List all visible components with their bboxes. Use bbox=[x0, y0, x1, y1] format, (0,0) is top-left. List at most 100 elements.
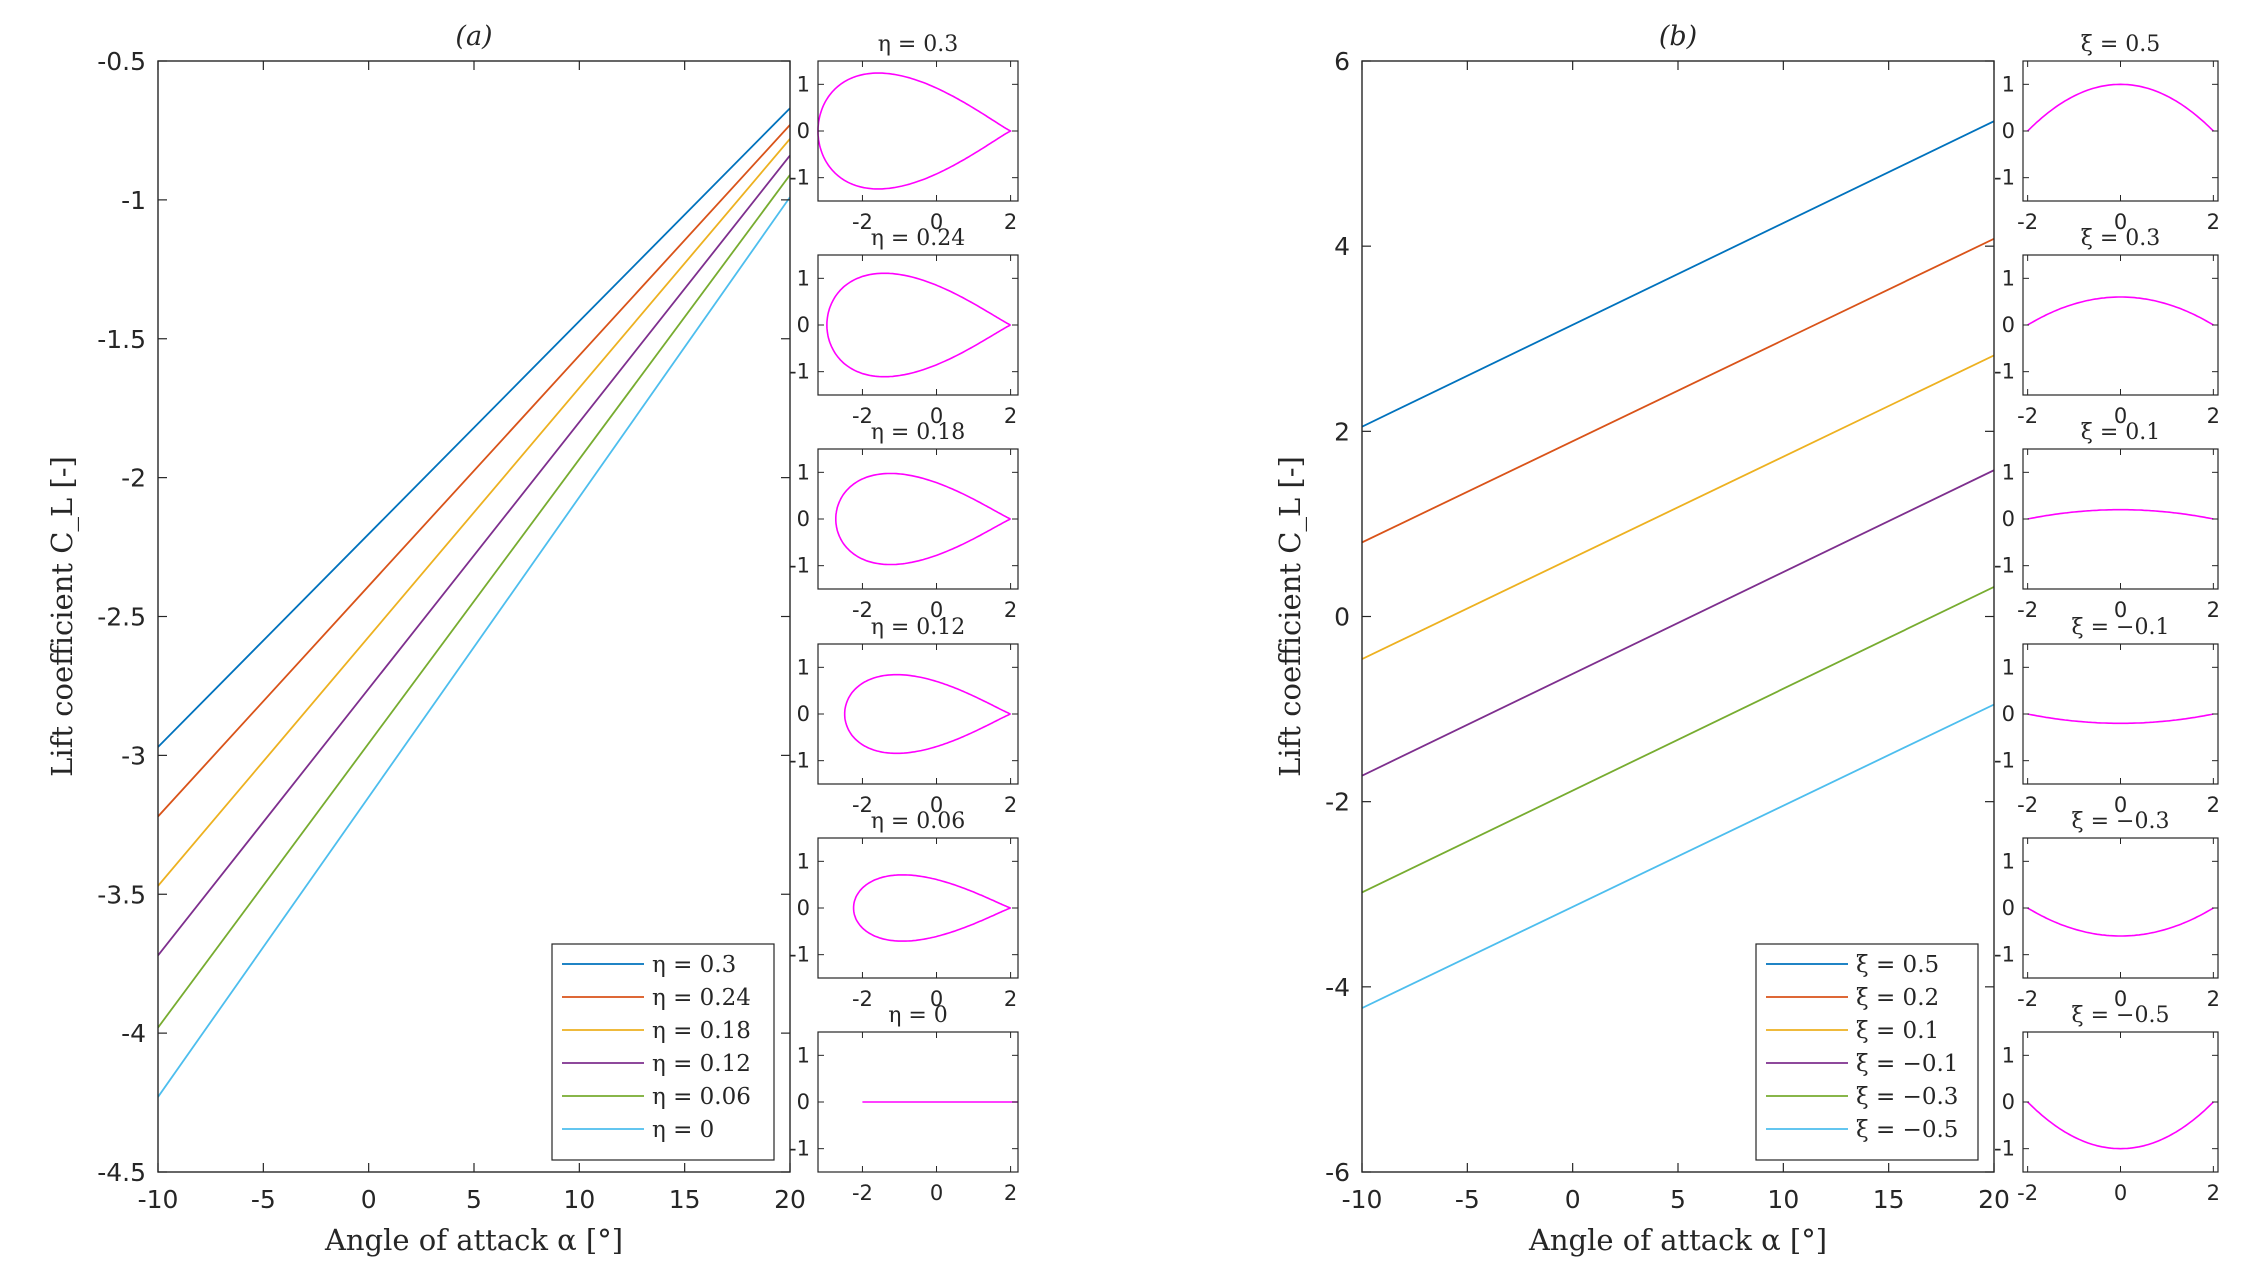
inset-panel-right-3: -2 0 2 1 0 -1 ξ = −0.1 bbox=[1994, 615, 2220, 817]
series-line-1 bbox=[158, 124, 790, 818]
x-tick-label: 20 bbox=[774, 1185, 806, 1214]
airfoil-curve bbox=[2027, 296, 2214, 326]
y-tick-label: -3 bbox=[121, 741, 146, 770]
inset-x-tick-label: 2 bbox=[2207, 793, 2220, 817]
series-group bbox=[1362, 120, 1994, 1009]
inset-panel-right-5: -2 0 2 1 0 -1 ξ = −0.5 bbox=[1994, 1003, 2220, 1205]
inset-x-tick-label: -2 bbox=[2017, 793, 2038, 817]
inset-y-tick-label: -1 bbox=[1994, 1137, 2015, 1161]
inset-y-tick-label: 0 bbox=[797, 507, 810, 531]
inset-y-tick-label: -1 bbox=[1994, 554, 2015, 578]
inset-y-tick-label: 0 bbox=[2002, 702, 2015, 726]
airfoil-curve bbox=[2027, 508, 2214, 520]
inset-panel-right-4: -2 0 2 1 0 -1 ξ = −0.3 bbox=[1994, 809, 2220, 1011]
inset-x-tick-label: 0 bbox=[930, 210, 943, 234]
inset-x-tick-label: 2 bbox=[2207, 404, 2220, 428]
chart-title: (b) bbox=[1659, 21, 1697, 52]
inset-panel-right-1: -2 0 2 1 0 -1 ξ = 0.3 bbox=[1994, 226, 2220, 428]
inset-axes-box bbox=[2022, 643, 2219, 785]
series-group bbox=[158, 107, 790, 1098]
inset-y-tick-label: 0 bbox=[797, 119, 810, 143]
series-line-2 bbox=[1362, 354, 1994, 660]
inset-y-tick-label: 1 bbox=[797, 460, 810, 484]
inset-x-tick-label: 2 bbox=[1004, 210, 1017, 234]
y-tick-label: 2 bbox=[1334, 417, 1350, 446]
inset-y-tick-label: 1 bbox=[2002, 655, 2015, 679]
y-tick-label: -1.5 bbox=[97, 325, 146, 354]
series-line-5 bbox=[158, 196, 790, 1098]
series-line-2 bbox=[158, 138, 790, 887]
inset-x-tick-label: 0 bbox=[930, 987, 943, 1011]
inset-x-tick-label: 0 bbox=[2114, 210, 2127, 234]
inset-x-tick-label: 0 bbox=[2114, 987, 2127, 1011]
inset-panel-left-4: -2 0 2 1 0 -1 η = 0.06 bbox=[789, 809, 1019, 1011]
x-tick-label: 20 bbox=[1978, 1185, 2010, 1214]
inset-x-tick-label: -2 bbox=[2017, 210, 2038, 234]
legend-box bbox=[551, 943, 775, 1161]
airfoil-curve bbox=[852, 874, 1012, 942]
inset-x-tick-label: -2 bbox=[852, 598, 873, 622]
inset-y-tick-label: 0 bbox=[2002, 313, 2015, 337]
legend-entry-5: ξ = −0.5 bbox=[1856, 1117, 1958, 1143]
inset-y-tick-label: 0 bbox=[797, 313, 810, 337]
inset-x-tick-label: -2 bbox=[852, 793, 873, 817]
inset-y-tick-label: 1 bbox=[797, 266, 810, 290]
inset-y-tick-label: 0 bbox=[2002, 896, 2015, 920]
legend-entry-4: ξ = −0.3 bbox=[1856, 1084, 1958, 1110]
inset-x-tick-label: 0 bbox=[930, 404, 943, 428]
inset-x-tick-label: 2 bbox=[2207, 1181, 2220, 1205]
x-tick-label: 5 bbox=[466, 1185, 482, 1214]
y-tick-label: -3.5 bbox=[97, 880, 146, 909]
inset-axes-box bbox=[817, 448, 1019, 590]
inset-x-tick-label: 2 bbox=[1004, 404, 1017, 428]
legend-entry-2: ξ = 0.1 bbox=[1856, 1018, 1939, 1044]
legend-entry-2: η = 0.18 bbox=[652, 1018, 751, 1044]
inset-panel-left-3: -2 0 2 1 0 -1 η = 0.12 bbox=[789, 615, 1019, 817]
inset-panel-left-0: -2 0 2 1 0 -1 η = 0.3 bbox=[789, 32, 1019, 234]
y-tick-label: -4 bbox=[121, 1019, 146, 1048]
inset-title: η = 0.12 bbox=[871, 615, 966, 640]
legend-entry-0: η = 0.3 bbox=[652, 952, 736, 978]
airfoil-curve bbox=[834, 472, 1011, 566]
inset-y-tick-label: 1 bbox=[797, 655, 810, 679]
y-tick-label: -1 bbox=[121, 186, 146, 215]
inset-title: η = 0.3 bbox=[878, 32, 959, 57]
inset-y-tick-label: -1 bbox=[1994, 166, 2015, 190]
inset-y-tick-label: 1 bbox=[2002, 266, 2015, 290]
inset-y-tick-label: 1 bbox=[797, 849, 810, 873]
legend-entry-1: η = 0.24 bbox=[652, 985, 751, 1011]
inset-y-tick-label: -1 bbox=[1994, 360, 2015, 384]
inset-x-tick-label: -2 bbox=[852, 987, 873, 1011]
inset-title: η = 0.24 bbox=[871, 226, 966, 251]
inset-title: η = 0.06 bbox=[871, 809, 966, 834]
inset-y-tick-label: 0 bbox=[2002, 1090, 2015, 1114]
inset-axes-box bbox=[2022, 254, 2219, 396]
inset-title: ξ = −0.3 bbox=[2072, 809, 2170, 834]
inset-x-tick-label: -2 bbox=[2017, 404, 2038, 428]
inset-x-tick-label: 2 bbox=[1004, 987, 1017, 1011]
inset-y-tick-label: -1 bbox=[789, 554, 810, 578]
inset-y-tick-label: 1 bbox=[2002, 72, 2015, 96]
inset-title: ξ = 0.3 bbox=[2081, 226, 2161, 251]
x-tick-label: -10 bbox=[1342, 1185, 1383, 1214]
inset-title: ξ = 0.5 bbox=[2081, 32, 2161, 57]
inset-axes-box bbox=[2022, 448, 2219, 590]
series-line-1 bbox=[1362, 237, 1994, 544]
inset-x-tick-label: 2 bbox=[1004, 793, 1017, 817]
chart-title: (a) bbox=[455, 21, 492, 52]
inset-axes-box bbox=[2022, 60, 2219, 202]
legend-box bbox=[1755, 943, 1979, 1161]
y-axis-label: Lift coefficient C_L [-] bbox=[45, 456, 80, 777]
airfoil-curve bbox=[2027, 907, 2214, 937]
legend-entry-4: η = 0.06 bbox=[652, 1084, 751, 1110]
x-tick-label: -10 bbox=[138, 1185, 179, 1214]
inset-x-tick-label: 2 bbox=[2207, 598, 2220, 622]
inset-x-tick-label: 2 bbox=[2207, 987, 2220, 1011]
y-tick-label: 6 bbox=[1334, 47, 1350, 76]
inset-panel-right-2: -2 0 2 1 0 -1 ξ = 0.1 bbox=[1994, 420, 2220, 622]
x-tick-label: -5 bbox=[1455, 1185, 1480, 1214]
x-axis-label: Angle of attack α [°] bbox=[1528, 1223, 1827, 1257]
inset-x-tick-label: -2 bbox=[2017, 598, 2038, 622]
